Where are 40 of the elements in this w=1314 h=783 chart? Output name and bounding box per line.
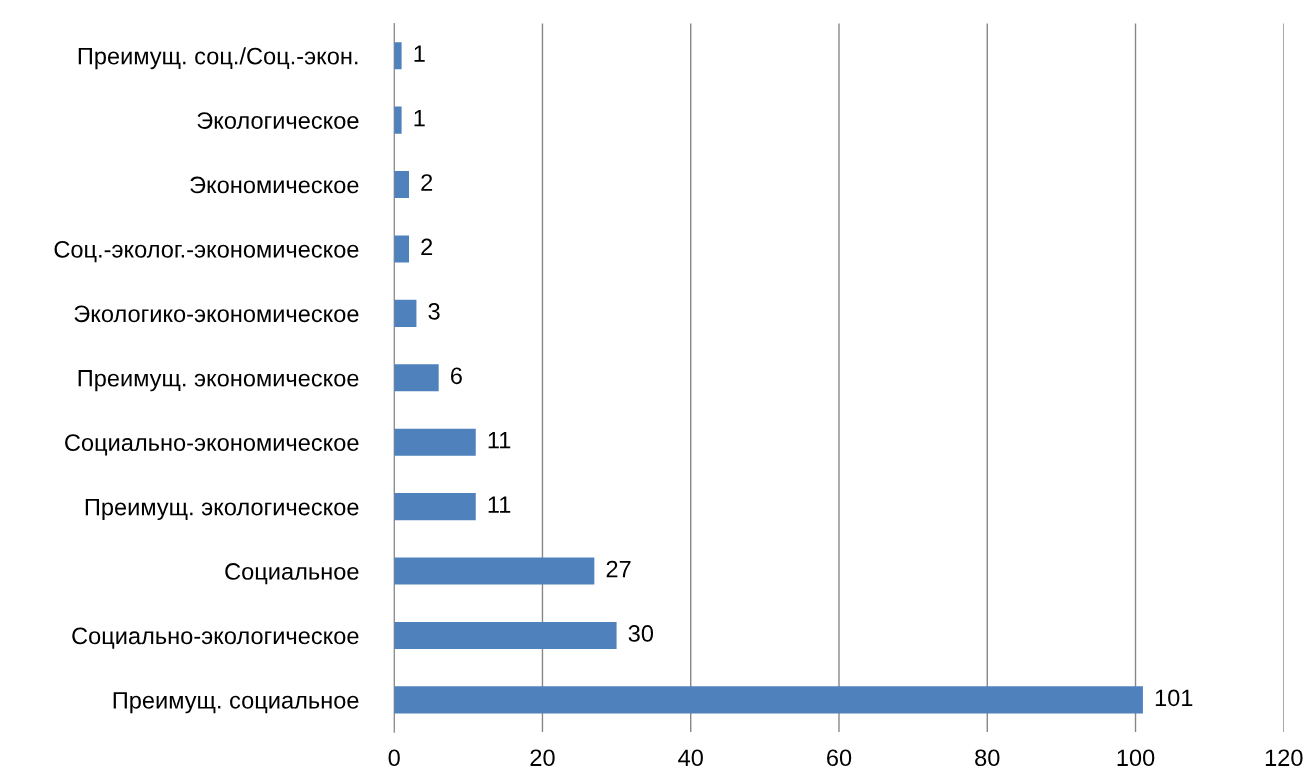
bar — [394, 106, 402, 134]
bar — [394, 557, 595, 585]
data-label: 2 — [421, 238, 433, 256]
bar — [394, 171, 410, 199]
x-tick-label: 100 — [1117, 749, 1155, 767]
data-label: 6 — [450, 367, 462, 385]
bar — [394, 621, 617, 649]
x-tick-label: 60 — [827, 749, 852, 767]
data-label: 1 — [414, 109, 425, 127]
bar — [394, 299, 417, 327]
y-tick-label: Экологическое — [197, 112, 359, 129]
bar — [394, 686, 1143, 714]
x-tick-label: 40 — [678, 749, 703, 767]
y-tick-label: Соц.-эколог.-экономическое — [54, 241, 359, 263]
y-tick-label: Социально-экологическое — [72, 627, 359, 649]
x-tick-label: 0 — [388, 749, 400, 767]
data-label: 27 — [606, 560, 631, 578]
bar — [394, 235, 410, 263]
y-tick-label: Экологико-экономическое — [74, 305, 359, 323]
y-tick-label: Преимущ. соц./Соц.-экон. — [78, 47, 358, 70]
x-tick-label: 20 — [530, 749, 555, 767]
y-tick-label: Социальное — [225, 563, 359, 585]
x-tick-label: 80 — [975, 749, 1000, 767]
data-label: 11 — [488, 496, 511, 513]
y-tick-label: Экономическое — [190, 176, 359, 194]
y-tick-label: Преимущ. социальное — [113, 692, 359, 714]
data-label: 1 — [414, 45, 425, 62]
data-label: 2 — [421, 174, 433, 191]
data-label: 30 — [628, 625, 654, 642]
data-label: 3 — [428, 303, 440, 320]
x-tick-label: 120 — [1265, 749, 1303, 767]
data-label: 101 — [1155, 689, 1193, 707]
data-label: 11 — [488, 432, 511, 449]
bar — [394, 364, 439, 392]
y-tick-label: Социально-экономическое — [65, 434, 359, 456]
bar — [394, 428, 476, 456]
y-tick-label: Преимущ. экологическое — [85, 498, 359, 521]
y-tick-label: Преимущ. экономическое — [78, 370, 359, 392]
bar — [394, 493, 476, 521]
bar — [394, 42, 402, 70]
